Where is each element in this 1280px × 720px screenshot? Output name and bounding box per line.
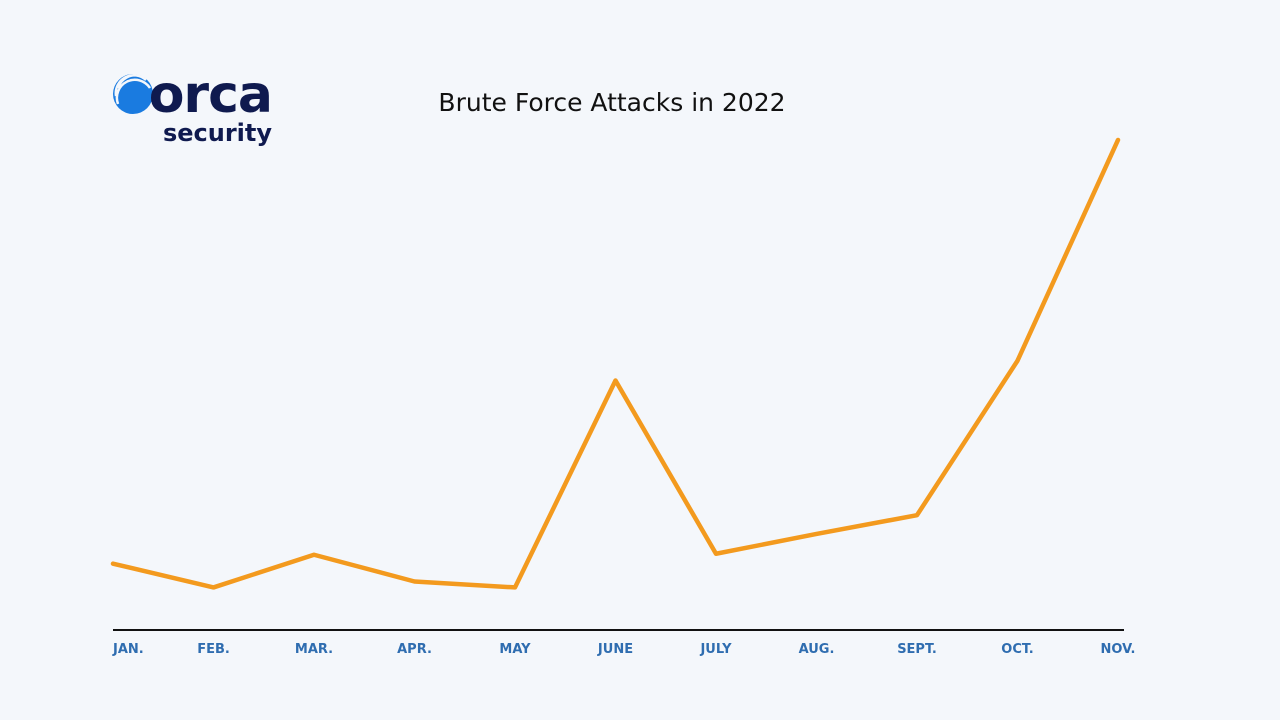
x-tick-label: APR. [397,642,432,657]
chart-title: Brute Force Attacks in 2022 [438,88,785,117]
data-line [110,137,1121,590]
logo-name: orca [149,65,272,125]
x-tick-label: AUG. [799,642,835,657]
x-tick-label: JUNE [597,642,633,657]
x-tick-label: MAR. [295,642,333,657]
logo-tagline: security [163,119,272,147]
logo: orca security [113,65,273,147]
x-tick-label: FEB. [197,642,230,657]
x-tick-label: OCT. [1001,642,1033,657]
x-tick-label: SEPT. [897,642,937,657]
x-tick-label: MAY [499,642,531,657]
x-tick-label: JULY [699,642,732,657]
x-tick-label: NOV. [1101,642,1136,657]
x-tick-label: JAN. [112,642,144,657]
logo-icon-stripes [114,73,152,105]
